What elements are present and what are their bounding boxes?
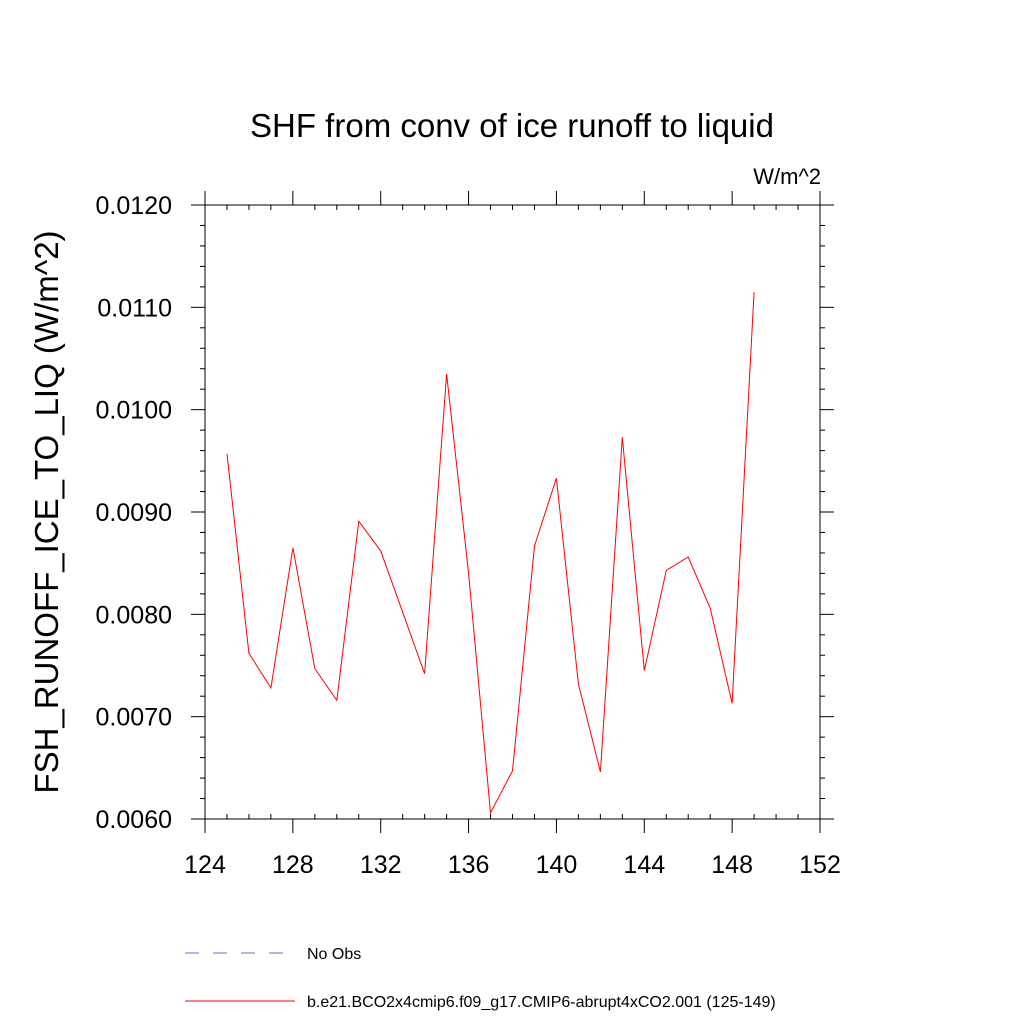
legend: No Obs b.e21.BCO2x4cmip6.f09_g17.CMIP6-a… xyxy=(185,946,776,1011)
minor-ticks xyxy=(200,205,825,819)
x-tick-label: 132 xyxy=(360,851,402,879)
plot-frame xyxy=(204,204,821,820)
x-tick-label: 140 xyxy=(536,851,578,879)
series-layer xyxy=(226,291,755,815)
x-axis: 124 128 132 136 140 144 148 152 xyxy=(184,191,841,879)
x-tick-label: 128 xyxy=(272,851,314,879)
legend-label-no-obs: No Obs xyxy=(307,946,361,963)
x-tick-label: 152 xyxy=(799,851,841,879)
y-tick-label: 0.0100 xyxy=(96,397,172,425)
y-tick-label: 0.0090 xyxy=(96,499,172,527)
x-tick-label: 136 xyxy=(448,851,490,879)
y-axis: 0.0060 0.0070 0.0080 0.0090 0.0100 0.0110 0.01… xyxy=(96,192,834,834)
y-tick-label: 0.0120 xyxy=(96,192,172,220)
y-tick-label: 0.0110 xyxy=(97,294,172,322)
legend-label-series: b.e21.BCO2x4cmip6.f09_g17.CMIP6-abrupt4x… xyxy=(307,994,776,1011)
chart-title: SHF from conv of ice runoff to liquid xyxy=(250,107,774,144)
y-tick-label: 0.0070 xyxy=(96,704,172,732)
x-tick-label: 144 xyxy=(623,851,665,879)
y-axis-label: FSH_RUNOFF_ICE_TO_LIQ (W/m^2) xyxy=(28,230,65,793)
series-line xyxy=(226,291,755,815)
x-tick-label: 124 xyxy=(184,851,226,879)
y-tick-label: 0.0060 xyxy=(96,806,172,834)
units-label: W/m^2 xyxy=(753,164,821,189)
y-tick-label: 0.0080 xyxy=(96,601,172,629)
x-tick-label: 148 xyxy=(711,851,753,879)
